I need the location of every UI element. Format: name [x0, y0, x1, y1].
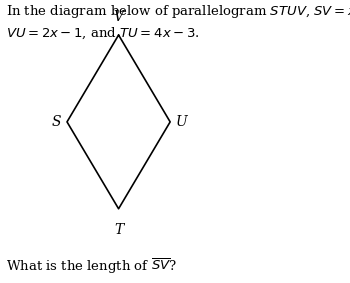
- Text: In the diagram below of parallelogram $STUV$, $SV = x + 3$,
$VU = 2x - 1$, and $: In the diagram below of parallelogram $S…: [6, 3, 350, 41]
- Text: V: V: [114, 10, 124, 24]
- Text: S: S: [52, 115, 61, 129]
- Text: What is the length of $\overline{SV}$?: What is the length of $\overline{SV}$?: [6, 257, 177, 276]
- Text: U: U: [176, 115, 188, 129]
- Text: T: T: [114, 223, 123, 237]
